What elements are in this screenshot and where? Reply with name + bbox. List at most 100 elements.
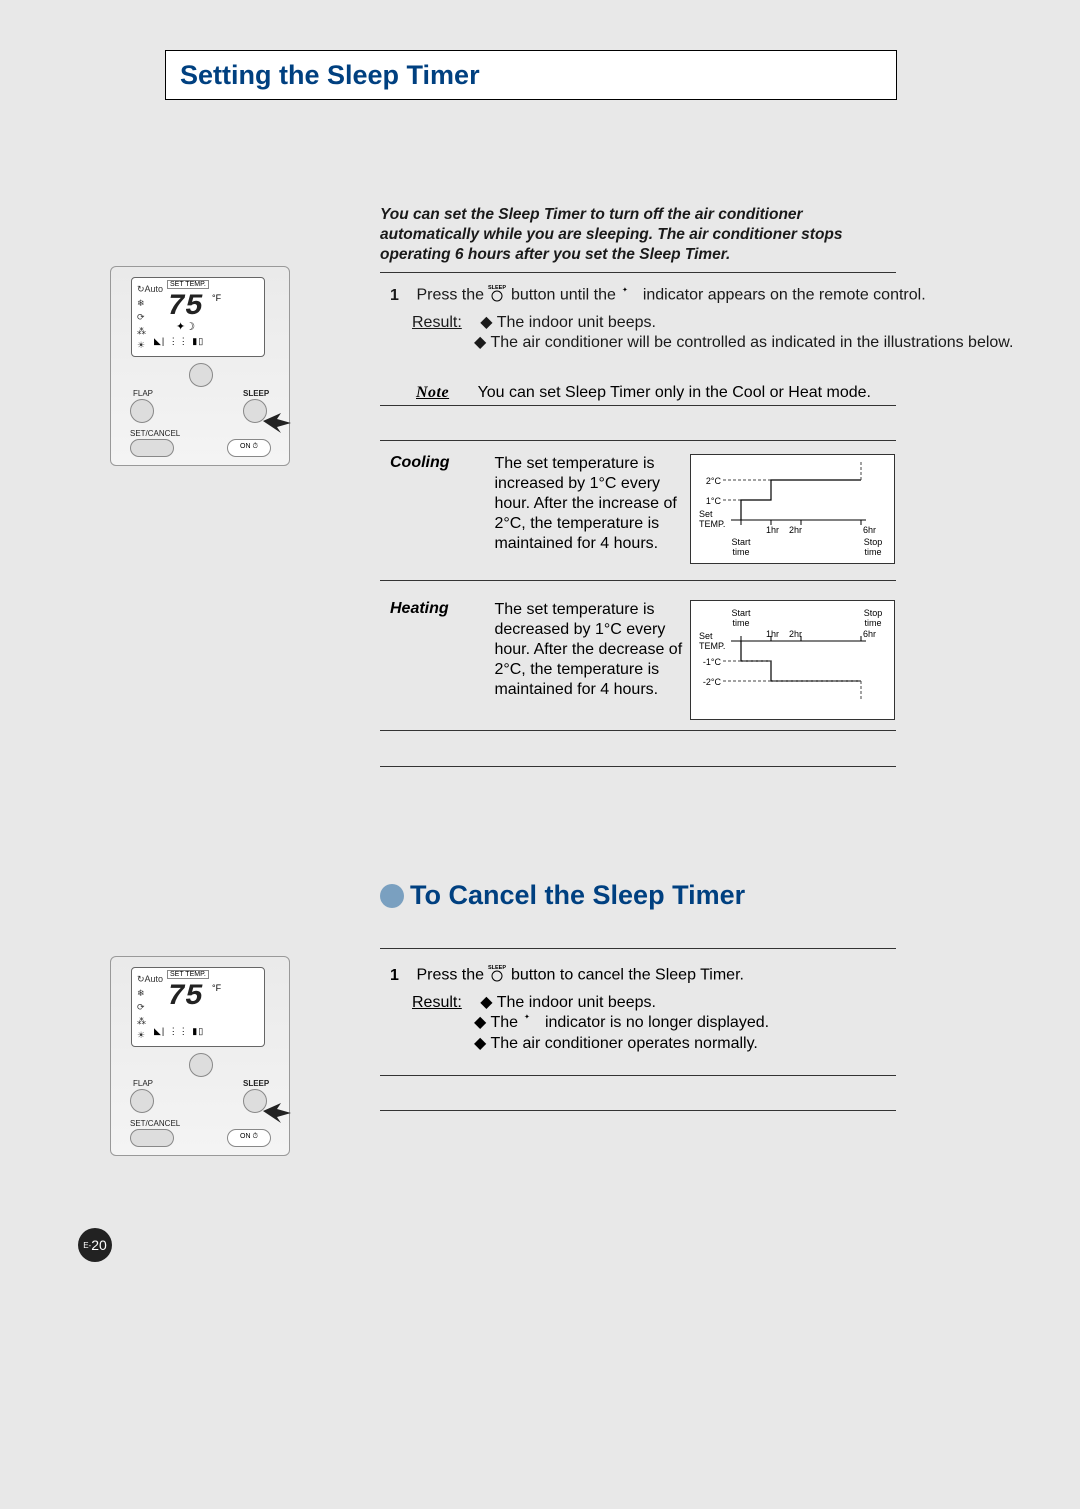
lcd-temp-value: 75 xyxy=(167,290,203,324)
svg-text:2hr: 2hr xyxy=(789,525,802,535)
svg-text:1hr: 1hr xyxy=(766,629,779,639)
svg-text:Set: Set xyxy=(699,509,713,519)
cancel-heading: To Cancel the Sleep Timer xyxy=(380,880,745,911)
divider xyxy=(380,405,896,406)
svg-text:time: time xyxy=(732,618,749,628)
lcd-bottom-icons: ◣| ⋮⋮ ▮▯ xyxy=(154,336,204,347)
result-label: Result: xyxy=(412,314,462,331)
cooling-desc: The set temperature is increased by 1°C … xyxy=(494,454,689,554)
step-text-mid: button until the xyxy=(511,287,620,304)
page-container: Setting the Sleep Timer You can set the … xyxy=(40,20,1040,1489)
remote-body: ↻Auto ❄ ⟳ ⁂ ☀ SET TEMP. 75 °F ◣| ⋮⋮ ▮▯ F… xyxy=(110,956,290,1156)
note-row: Note You can set Sleep Timer only in the… xyxy=(416,384,871,402)
on-button: ON ⏱ xyxy=(227,1129,271,1147)
remote-lcd: ↻Auto ❄ ⟳ ⁂ ☀ SET TEMP. 75 °F ◣| ⋮⋮ ▮▯ xyxy=(131,967,265,1047)
svg-text:time: time xyxy=(864,547,881,557)
svg-text:✦: ✦ xyxy=(524,1013,530,1021)
note-text: You can set Sleep Timer only in the Cool… xyxy=(478,384,871,401)
svg-text:Stop: Stop xyxy=(864,608,883,618)
result-label: Result: xyxy=(412,994,462,1011)
step-text-pre: Press the xyxy=(416,967,488,984)
y-label: 1°C xyxy=(706,496,722,506)
svg-text:2hr: 2hr xyxy=(789,629,802,639)
result-item: The indoor unit beeps. xyxy=(497,994,656,1011)
note-label: Note xyxy=(416,384,449,401)
heating-chart: Start time Stop time 1hr 2hr 6hr Set TEM… xyxy=(690,600,895,720)
flap-button xyxy=(130,399,154,423)
heating-label: Heating xyxy=(390,600,490,618)
page-title: Setting the Sleep Timer xyxy=(180,60,480,91)
lcd-temp-unit: °F xyxy=(212,293,221,303)
result-item: The xyxy=(490,1014,522,1031)
svg-text:TEMP.: TEMP. xyxy=(699,519,725,529)
divider xyxy=(380,440,896,441)
result-item: The air conditioner will be controlled a… xyxy=(490,334,1013,351)
svg-text:TEMP.: TEMP. xyxy=(699,641,725,651)
svg-text:SLEEP: SLEEP xyxy=(488,965,506,971)
cursor-icon xyxy=(263,1103,291,1123)
page-number: E-20 xyxy=(78,1228,112,1262)
remote-lcd: ↻Auto ❄ ⟳ ⁂ ☀ SET TEMP. 75 °F ✦☽ ◣| ⋮⋮ ▮… xyxy=(131,277,265,357)
lcd-temp-value: 75 xyxy=(167,980,203,1014)
moon-indicator-icon: ✦ xyxy=(522,1012,540,1033)
step-text-pre: Press the xyxy=(416,287,488,304)
svg-text:Start: Start xyxy=(731,608,751,618)
setcancel-label: SET/CANCEL xyxy=(130,429,180,438)
remote-top-button xyxy=(189,1053,213,1077)
svg-text:✦: ✦ xyxy=(622,286,628,294)
svg-text:Set: Set xyxy=(699,631,713,641)
result-item: The indoor unit beeps. xyxy=(497,314,656,331)
step-number: 1 xyxy=(390,287,412,305)
remote-illustration: ↻Auto ❄ ⟳ ⁂ ☀ SET TEMP. 75 °F ◣| ⋮⋮ ▮▯ F… xyxy=(110,956,290,1156)
bullet-icon xyxy=(380,884,404,908)
svg-text:SLEEP: SLEEP xyxy=(488,285,506,291)
lcd-set-temp-label: SET TEMP. xyxy=(167,970,209,979)
divider xyxy=(380,948,896,949)
cancel-title: To Cancel the Sleep Timer xyxy=(410,880,745,911)
cursor-icon xyxy=(263,413,291,433)
cooling-chart: 2°C 1°C Set TEMP. 1hr 2hr 6hr Start time… xyxy=(690,454,895,564)
svg-text:time: time xyxy=(864,618,881,628)
remote-top-button xyxy=(189,363,213,387)
sleep-label: SLEEP xyxy=(243,1079,269,1088)
on-button: ON ⏱ xyxy=(227,439,271,457)
lcd-moon-icon: ✦☽ xyxy=(176,320,195,333)
svg-text:6hr: 6hr xyxy=(863,525,876,535)
step-number: 1 xyxy=(390,967,412,985)
svg-text:Stop: Stop xyxy=(864,537,883,547)
remote-illustration: ↻Auto ❄ ⟳ ⁂ ☀ SET TEMP. 75 °F ✦☽ ◣| ⋮⋮ ▮… xyxy=(110,266,290,466)
svg-text:Start: Start xyxy=(731,537,751,547)
setcancel-button xyxy=(130,439,174,457)
divider xyxy=(380,730,896,731)
step-cancel: 1 Press the SLEEP button to cancel the S… xyxy=(390,963,769,1053)
step-text-post: button to cancel the Sleep Timer. xyxy=(511,967,744,984)
cooling-label: Cooling xyxy=(390,454,490,472)
step-set: 1 Press the SLEEP button until the ✦ ind… xyxy=(390,283,1013,352)
flap-label: FLAP xyxy=(133,1079,153,1088)
heating-desc: The set temperature is decreased by 1°C … xyxy=(494,600,689,700)
page-num-val: 20 xyxy=(91,1237,107,1253)
svg-text:1hr: 1hr xyxy=(766,525,779,535)
lcd-set-temp-label: SET TEMP. xyxy=(167,280,209,289)
divider xyxy=(380,580,896,581)
y-label: 2°C xyxy=(706,476,722,486)
divider xyxy=(380,272,896,273)
setcancel-label: SET/CANCEL xyxy=(130,1119,180,1128)
svg-text:6hr: 6hr xyxy=(863,629,876,639)
result-item: indicator is no longer displayed. xyxy=(545,1014,769,1031)
setcancel-button xyxy=(130,1129,174,1147)
moon-indicator-icon: ✦ xyxy=(620,285,638,306)
result-item: The air conditioner operates normally. xyxy=(490,1035,757,1052)
sleep-label: SLEEP xyxy=(243,389,269,398)
divider xyxy=(380,766,896,767)
remote-body: ↻Auto ❄ ⟳ ⁂ ☀ SET TEMP. 75 °F ✦☽ ◣| ⋮⋮ ▮… xyxy=(110,266,290,466)
svg-text:-2°C: -2°C xyxy=(703,677,722,687)
intro-text: You can set the Sleep Timer to turn off … xyxy=(380,205,880,265)
title-box: Setting the Sleep Timer xyxy=(165,50,897,100)
step-text-post: indicator appears on the remote control. xyxy=(643,287,926,304)
sleep-button-icon: SLEEP xyxy=(488,963,506,988)
flap-button xyxy=(130,1089,154,1113)
lcd-bottom-icons: ◣| ⋮⋮ ▮▯ xyxy=(154,1026,204,1037)
divider xyxy=(380,1110,896,1111)
flap-label: FLAP xyxy=(133,389,153,398)
